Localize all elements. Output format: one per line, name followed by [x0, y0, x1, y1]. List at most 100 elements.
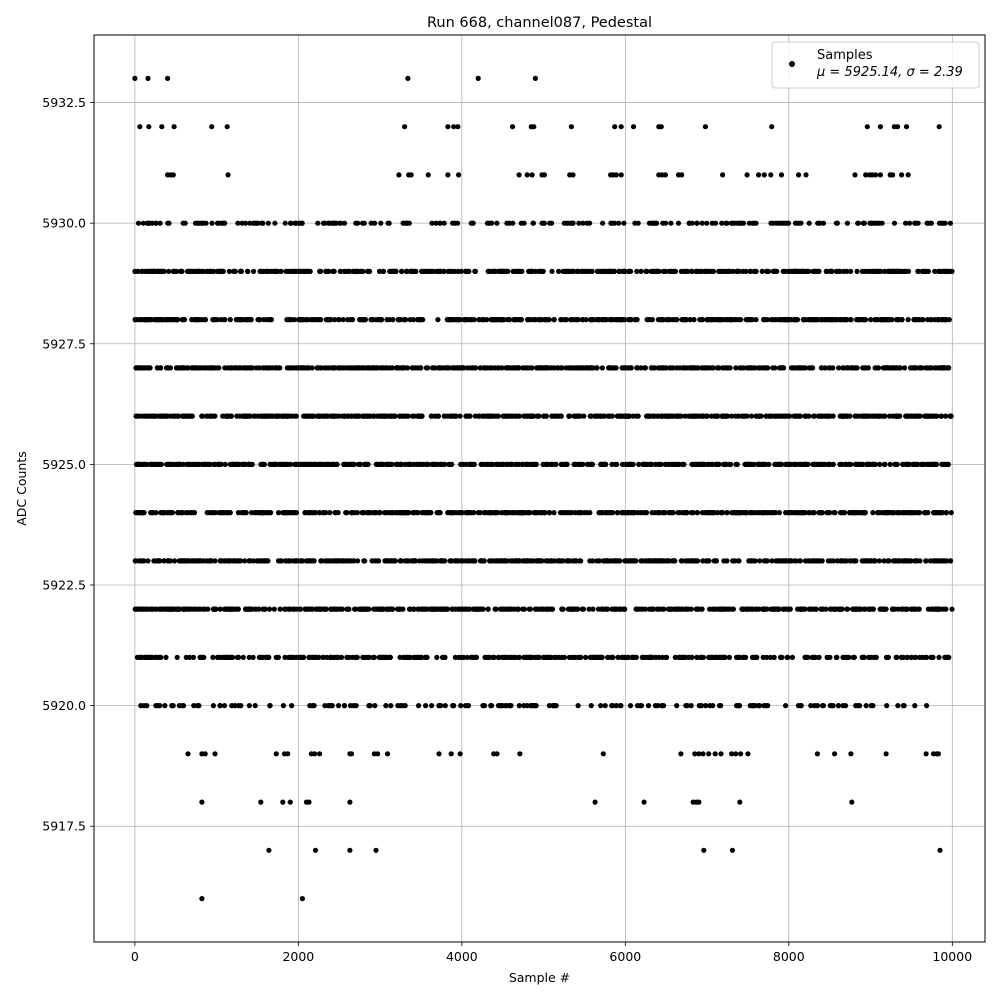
data-point — [753, 606, 759, 612]
data-point — [204, 413, 210, 419]
data-point — [140, 558, 146, 564]
data-point — [323, 606, 329, 612]
data-point — [878, 268, 884, 274]
data-point — [566, 413, 572, 419]
data-point — [689, 461, 695, 467]
data-point — [340, 413, 346, 419]
data-point — [280, 703, 286, 709]
data-point — [575, 461, 581, 467]
data-point — [753, 654, 759, 661]
data-point — [922, 413, 928, 419]
data-point — [864, 461, 870, 467]
data-point — [225, 172, 231, 178]
data-point — [541, 220, 547, 226]
data-point — [370, 654, 376, 661]
data-point — [599, 365, 605, 371]
data-point — [515, 606, 521, 612]
data-point — [253, 365, 259, 371]
data-point — [320, 220, 326, 226]
data-point — [666, 558, 672, 564]
data-point — [945, 654, 951, 661]
data-point — [841, 509, 848, 516]
data-point — [590, 365, 596, 371]
data-point — [609, 703, 615, 709]
data-point — [480, 703, 486, 709]
data-point — [289, 413, 295, 419]
data-point — [360, 317, 366, 323]
data-point — [258, 558, 264, 564]
data-point — [132, 606, 138, 612]
data-point — [157, 268, 163, 274]
data-point — [884, 703, 890, 709]
data-point — [449, 606, 455, 612]
data-point — [562, 268, 569, 274]
data-point — [613, 172, 619, 178]
data-point — [925, 268, 932, 274]
data-point — [724, 365, 730, 371]
data-point — [167, 509, 173, 516]
data-point — [423, 654, 429, 661]
data-point — [644, 317, 650, 323]
data-point — [903, 461, 909, 467]
data-point — [521, 654, 527, 661]
data-point — [242, 461, 248, 467]
data-point — [171, 124, 177, 130]
data-point — [723, 220, 729, 226]
data-point — [638, 703, 645, 709]
data-point — [827, 317, 833, 323]
data-point — [812, 268, 818, 274]
data-point — [515, 365, 522, 371]
data-point — [485, 268, 491, 274]
data-point — [824, 654, 830, 661]
data-point — [165, 75, 171, 81]
data-point — [688, 509, 695, 516]
data-point — [332, 317, 338, 323]
data-point — [451, 124, 457, 130]
data-point — [889, 268, 896, 274]
data-point — [898, 654, 905, 661]
data-point — [166, 220, 172, 226]
data-point — [410, 606, 416, 612]
data-point — [752, 703, 758, 709]
data-point — [602, 703, 608, 709]
data-point — [612, 365, 618, 371]
data-point — [826, 509, 832, 516]
data-point — [212, 413, 218, 419]
data-point — [360, 220, 366, 226]
data-point — [218, 654, 224, 661]
data-point — [781, 606, 787, 612]
data-point — [922, 509, 928, 516]
data-point — [645, 703, 652, 709]
data-point — [617, 558, 623, 564]
data-point — [761, 509, 767, 516]
data-point — [153, 220, 159, 226]
data-point — [642, 606, 649, 612]
data-point — [542, 365, 549, 371]
data-point — [317, 268, 323, 274]
data-point — [301, 413, 307, 419]
data-point — [867, 220, 873, 226]
data-point — [511, 509, 517, 516]
data-point — [840, 413, 846, 419]
data-point — [199, 317, 205, 323]
data-point — [549, 558, 555, 564]
data-point — [319, 558, 325, 564]
data-point — [437, 558, 443, 564]
data-point — [745, 606, 752, 612]
data-point — [502, 654, 508, 661]
data-point — [346, 268, 352, 274]
data-point — [166, 268, 172, 274]
data-point — [234, 606, 240, 612]
data-point — [570, 172, 576, 178]
data-point — [371, 606, 377, 612]
data-point — [853, 365, 859, 371]
data-point — [415, 317, 421, 323]
data-point — [265, 220, 271, 226]
data-point — [840, 703, 846, 709]
data-point — [502, 703, 508, 709]
data-point — [876, 413, 882, 419]
data-point — [622, 268, 628, 274]
data-point — [527, 268, 534, 274]
data-point — [155, 703, 161, 709]
data-point — [472, 558, 478, 564]
